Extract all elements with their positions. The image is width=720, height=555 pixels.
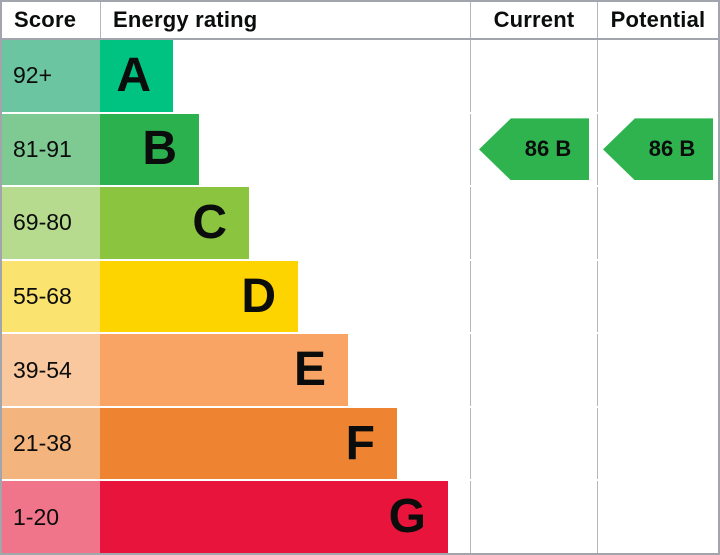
potential-cell-a <box>597 40 718 112</box>
current-cell-g <box>470 481 597 553</box>
rating-letter-d: D <box>241 269 276 323</box>
score-range-e: 39-54 <box>2 334 100 406</box>
current-cell-c <box>470 187 597 259</box>
header-potential: Potential <box>597 2 718 38</box>
rating-bar-g: G <box>100 481 448 553</box>
band-row-f: 21-38 F <box>2 407 718 480</box>
band-row-g: 1-20 G <box>2 481 718 553</box>
current-cell-f <box>470 407 597 480</box>
current-cell-e <box>470 334 597 406</box>
header-current: Current <box>470 2 597 38</box>
current-cell-b: 86 B <box>470 113 597 186</box>
potential-rating-label: 86 B <box>648 136 696 162</box>
rating-bar-d: D <box>100 260 298 333</box>
rating-bar-f: F <box>100 407 397 480</box>
band-row-e: 39-54 E <box>2 334 718 406</box>
rating-letter-e: E <box>293 343 326 397</box>
current-rating-arrow: 86 B <box>479 118 589 181</box>
current-cell-a <box>470 40 597 112</box>
potential-cell-e <box>597 334 718 406</box>
potential-cell-g <box>597 481 718 553</box>
rating-letter-g: G <box>388 490 426 544</box>
spacer <box>397 408 470 480</box>
rating-bar-e: E <box>100 334 348 406</box>
rating-letter-c: C <box>192 195 227 249</box>
spacer <box>448 481 470 553</box>
band-row-b: 81-91 B 86 B 86 B <box>2 113 718 186</box>
score-range-c: 69-80 <box>2 187 100 259</box>
potential-cell-c <box>597 187 718 259</box>
spacer <box>199 114 470 186</box>
rating-bar-a: A <box>100 40 173 112</box>
current-cell-d <box>470 260 597 333</box>
band-row-d: 55-68 D <box>2 260 718 333</box>
bands: 92+ A 81-91 B 86 B 86 B 69-80 C 55-68 D 39-54 E 21-3… <box>2 40 718 553</box>
header-row: Score Energy rating Current Potential <box>2 2 718 40</box>
current-rating-label: 86 B <box>524 136 572 162</box>
rating-letter-b: B <box>142 122 177 176</box>
spacer <box>348 334 470 406</box>
score-range-a: 92+ <box>2 40 100 112</box>
spacer <box>298 261 470 333</box>
score-range-g: 1-20 <box>2 481 100 553</box>
score-range-b: 81-91 <box>2 113 100 186</box>
rating-bar-c: C <box>100 187 249 259</box>
band-row-a: 92+ A <box>2 40 718 112</box>
rating-bar-b: B <box>100 113 199 186</box>
potential-rating-arrow: 86 B <box>603 118 713 181</box>
rating-letter-f: F <box>345 416 375 470</box>
spacer <box>249 187 470 259</box>
rating-letter-a: A <box>116 48 151 102</box>
header-score: Score <box>14 7 77 32</box>
header-energy-rating: Energy rating <box>100 2 470 38</box>
potential-cell-f <box>597 407 718 480</box>
spacer <box>173 40 470 112</box>
score-range-d: 55-68 <box>2 260 100 333</box>
potential-cell-b: 86 B <box>597 113 718 186</box>
score-range-f: 21-38 <box>2 407 100 480</box>
potential-cell-d <box>597 260 718 333</box>
band-row-c: 69-80 C <box>2 187 718 259</box>
